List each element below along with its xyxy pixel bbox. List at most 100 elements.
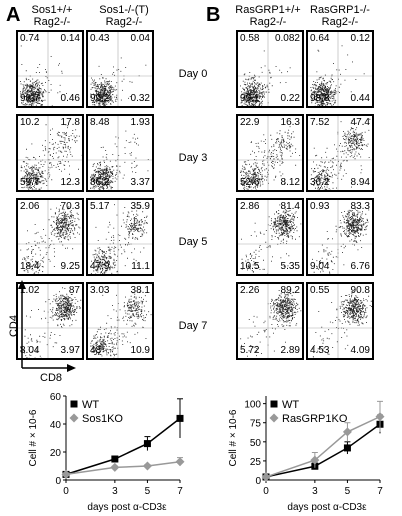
facs-events (240, 290, 302, 357)
quadrant-pct-ur: 89.2 (280, 285, 300, 296)
data-point (343, 444, 351, 452)
facs-events (312, 291, 372, 358)
facs-plot: 8.48 1.93 86.2 3.37 (86, 114, 154, 192)
quadrant-pct-ll: 9.04 (310, 261, 330, 272)
quadrant-pct-ur: 0.14 (60, 33, 80, 44)
x-tick-label: 7 (177, 486, 183, 497)
quadrant-pct-ul: 0.58 (240, 33, 260, 44)
quadrant-pct-ul: 2.26 (240, 285, 260, 296)
y-tick-label: 25 (250, 457, 262, 468)
facs-events (20, 45, 67, 106)
data-point (143, 440, 151, 448)
quadrant-pct-ll: 47.9 (90, 261, 110, 272)
quadrant-pct-ul: 8.48 (90, 117, 110, 128)
quadrant-pct-ul: 0.55 (310, 285, 330, 296)
data-point (110, 462, 120, 472)
legend-marker (69, 413, 79, 423)
quadrant-pct-lr: 8.94 (350, 177, 370, 188)
quadrant-pct-ul: 3.03 (90, 285, 110, 296)
quadrant-pct-ur: 35.9 (130, 201, 150, 212)
facs-scatter (238, 284, 302, 358)
quadrant-pct-ll: 86.2 (90, 177, 110, 188)
chart-rasgrp1-cell-count: 0 25 50 75 100 0 3 5 7 days post α-CD3ε Cell # × 1… (228, 396, 385, 513)
facs-scatter (238, 32, 302, 106)
series-line-sos1ko (65, 461, 181, 476)
legend-marker (270, 400, 278, 408)
facs-plot: 0.64 0.12 98.8 0.44 (306, 30, 374, 108)
cd8-axis-label: CD8 (40, 372, 63, 384)
quadrant-pct-ur: 0.12 (350, 33, 370, 44)
quadrant-pct-lr: 3.97 (60, 345, 80, 356)
quadrant-pct-lr: 12.3 (60, 177, 80, 188)
day-label-0: Day 0 (178, 68, 208, 80)
facs-scatter (308, 116, 372, 190)
quadrant-pct-ur: 87 (68, 285, 80, 296)
series-line-wt (265, 423, 381, 478)
facs-scatter (18, 284, 82, 358)
quadrant-pct-lr: 4.09 (350, 345, 370, 356)
column-header-sos1-ko: Sos1-/-(T) Rag2-/- (99, 4, 149, 28)
facs-plot: 22.9 16.3 52.6 8.12 (236, 114, 304, 192)
x-tick-label: 5 (145, 486, 151, 497)
facs-plot: 7.52 47.4 36.2 8.94 (306, 114, 374, 192)
column-header-sos1-wt: Sos1+/+ Rag2-/- (31, 4, 73, 28)
y-tick-label: 60 (50, 392, 62, 403)
facs-events (240, 126, 301, 190)
facs-plot: 0.93 83.3 9.04 6.76 (306, 198, 374, 276)
facs-events (312, 208, 370, 274)
facs-plot: 3.03 38.1 48 10.9 (86, 282, 154, 360)
facs-plot: 0.74 0.14 98.7 0.46 (16, 30, 84, 108)
facs-scatter (18, 200, 82, 274)
y-tick-label: 0 (55, 476, 61, 487)
series-line-wt (65, 417, 181, 476)
quadrant-pct-ur: 81.4 (280, 201, 300, 212)
day-label-5: Day 5 (178, 236, 208, 248)
quadrant-pct-ll: 59.7 (20, 177, 40, 188)
quadrant-pct-lr: 6.76 (350, 261, 370, 272)
y-tick-label: 0 (255, 476, 261, 487)
data-point (342, 427, 352, 437)
quadrant-pct-ll: 8.04 (20, 345, 40, 356)
quadrant-pct-ur: 1.93 (130, 117, 150, 128)
facs-events (90, 57, 147, 106)
quadrant-pct-ll: 18.4 (20, 261, 40, 272)
y-tick-label: 75 (250, 419, 262, 430)
facs-plot: 0.55 90.8 4.53 4.09 (306, 282, 374, 360)
facs-scatter (238, 116, 302, 190)
quadrant-pct-ur: 16.3 (280, 117, 300, 128)
quadrant-pct-ul: 0.43 (90, 33, 110, 44)
facs-plot: 0.58 0.082 99.1 0.22 (236, 30, 304, 108)
facs-events (240, 50, 291, 106)
quadrant-pct-lr: 0.22 (280, 93, 300, 104)
facs-events (90, 130, 149, 190)
y-tick-label: 100 (244, 400, 261, 411)
facs-plot: 2.26 89.2 5.72 2.89 (236, 282, 304, 360)
quadrant-pct-ul: 1.02 (20, 285, 40, 296)
data-point (111, 455, 119, 463)
legend-marker (269, 413, 279, 423)
facs-scatter (308, 32, 372, 106)
facs-plot: 10.2 17.8 59.7 12.3 (16, 114, 84, 192)
quadrant-pct-ur: 0.04 (130, 33, 150, 44)
facs-plot: 0.43 0.04 99.2 0.32 (86, 30, 154, 108)
facs-scatter (18, 32, 82, 106)
quadrant-pct-lr: 3.37 (130, 177, 150, 188)
x-axis-label: days post α-CD3ε (87, 502, 167, 513)
column-header-rasgrp1-wt: RasGRP1+/+ Rag2-/- (235, 4, 301, 28)
data-point (310, 455, 320, 465)
quadrant-pct-lr: 0.32 (130, 93, 150, 104)
data-point (175, 457, 185, 467)
y-tick-label: 20 (50, 448, 62, 459)
quadrant-pct-ll: 98.8 (310, 93, 330, 104)
quadrant-pct-ur: 83.3 (350, 201, 370, 212)
quadrant-pct-ur: 17.8 (60, 117, 80, 128)
x-tick-label: 0 (263, 486, 269, 497)
quadrant-pct-ll: 99.2 (90, 93, 110, 104)
legend-label: WT (82, 399, 99, 411)
axis-arrows (18, 280, 76, 372)
quadrant-pct-ll: 36.2 (310, 177, 330, 188)
quadrant-pct-lr: 8.12 (280, 177, 300, 188)
facs-events (240, 204, 302, 274)
day-label-7: Day 7 (178, 320, 208, 332)
quadrant-pct-ll: 4.53 (310, 345, 330, 356)
